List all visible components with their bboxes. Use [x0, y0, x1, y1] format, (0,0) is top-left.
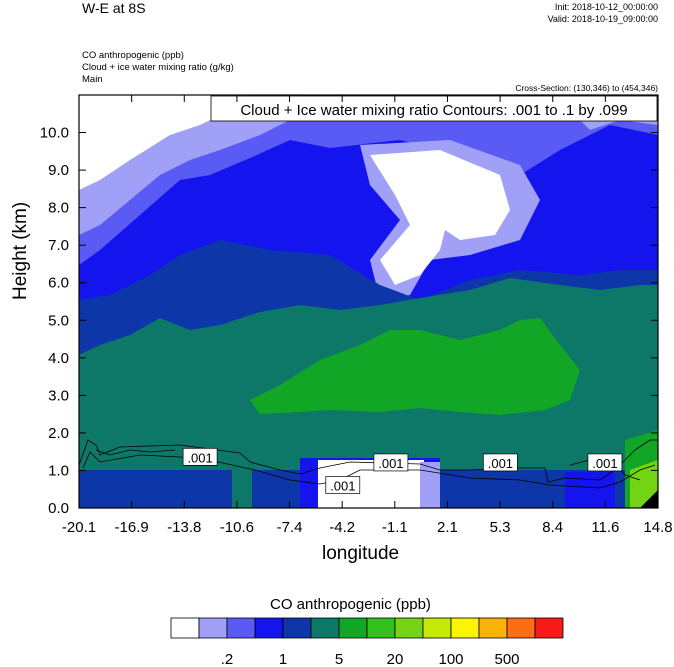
co-fill-mid-white: [370, 150, 510, 285]
contour-label-box: [373, 453, 409, 472]
x-tick-label: -4.2: [329, 519, 355, 536]
x-axis: -20.1 -16.9 -13.8 -10.6 -7.4 -4.2 -1.1 2.1 5.3 8.…: [62, 95, 673, 536]
y-tick-label: 9.0: [48, 162, 69, 179]
x-tick-label: -7.4: [277, 519, 303, 536]
y-tick-label: 1.0: [48, 462, 69, 479]
y-tick-label: 6.0: [48, 275, 69, 292]
co-fill-surface-light: [420, 462, 440, 508]
contour-label: .001: [488, 456, 513, 471]
x-axis-label: longitude: [322, 543, 400, 564]
contour-label: .001: [330, 478, 355, 493]
co-fill-surface-right: [565, 472, 615, 508]
colorbar-swatch: [282, 617, 312, 639]
co-field-contours: [79, 95, 658, 508]
y-tick-label: 2.0: [48, 425, 69, 442]
colorbar-swatch: [506, 617, 536, 639]
x-tick-label: -1.1: [382, 519, 408, 536]
colorbar-swatch: [366, 617, 396, 639]
x-tick-label: -16.9: [115, 519, 149, 536]
contour-label-box: [182, 447, 218, 466]
x-tick-label: 8.4: [542, 519, 563, 536]
co-fill-right-corner: [640, 490, 658, 508]
init-time: Init: 2018-10-12_00:00:00: [554, 2, 658, 12]
valid-time: Valid: 2018-10-19_09:00:00: [547, 14, 658, 24]
y-tick-label: 7.0: [48, 237, 69, 254]
colorbar-tick-label: 1: [279, 651, 287, 667]
contour-label: .001: [378, 456, 403, 471]
contour-label-box: [587, 453, 623, 472]
colorbar-swatch: [450, 617, 480, 639]
colorbar-swatch: [478, 617, 508, 639]
x-tick-label: 2.1: [437, 519, 458, 536]
contour-label: .001: [592, 456, 617, 471]
colorbar-swatch: [422, 617, 452, 639]
y-tick-label: 3.0: [48, 387, 69, 404]
plot-title: W-E at 8S: [82, 0, 146, 16]
colorbar: .2 1 5 20 100 500: [170, 617, 564, 667]
y-tick-label: 8.0: [48, 200, 69, 217]
plot-frame: [78, 94, 659, 509]
colorbar-tick-label: 5: [335, 651, 343, 667]
colorbar-swatch: [170, 617, 200, 639]
cloud-contour-2: [82, 451, 656, 489]
cross-section-info: Cross-Section: (130,346) to (454,346): [515, 83, 658, 93]
y-tick-label: 4.0: [48, 350, 69, 367]
x-tick-label: -13.8: [167, 519, 201, 536]
y-axis: 0.0 1.0 2.0 3.0 4.0 5.0 6.0 7.0 8.0 9.0 10.0: [40, 125, 658, 517]
colorbar-swatch: [310, 617, 340, 639]
cloud-contour-3: [95, 449, 176, 456]
contour-label: .001: [187, 450, 212, 465]
colorbar-tick-label: .2: [221, 651, 234, 667]
colorbar-tick-label: 500: [494, 651, 519, 667]
field-name-cloud: Cloud + ice water mixing ratio (g/kg): [82, 62, 234, 73]
contour-annotation: Cloud + Ice water mixing ratio Contours:…: [240, 102, 627, 119]
colorbar-tick-label: 100: [438, 651, 463, 667]
y-tick-label: 5.0: [48, 312, 69, 329]
y-axis-label: Height (km): [10, 201, 31, 300]
co-fill-surface-teal: [232, 470, 252, 508]
field-name-domain: Main: [82, 74, 103, 85]
x-tick-label: 14.8: [643, 519, 672, 536]
field-name-co: CO anthropogenic (ppb): [82, 50, 184, 61]
y-tick-label: 0.0: [48, 500, 69, 517]
contour-labels: .001 .001 .001 .001 .001: [182, 447, 623, 494]
co-fill-upper-left-3: [79, 95, 250, 190]
x-tick-label: -20.1: [62, 519, 96, 536]
colorbar-swatch: [338, 617, 368, 639]
contour-label-box: [325, 476, 361, 494]
colorbar-swatch: [254, 617, 284, 639]
colorbar-swatch: [198, 617, 228, 639]
x-tick-label: 11.6: [591, 519, 619, 536]
x-tick-label: 5.3: [490, 519, 511, 536]
contour-annotation-box: [210, 95, 658, 122]
x-tick-label: -10.6: [220, 519, 254, 536]
colorbar-swatch: [226, 617, 256, 639]
contour-label-box: [483, 453, 518, 472]
colorbar-tick-label: 20: [387, 651, 404, 667]
y-tick-label: 10.0: [40, 125, 69, 142]
colorbar-title: CO anthropogenic (ppb): [270, 596, 431, 613]
colorbar-swatch: [534, 617, 564, 639]
colorbar-swatch: [394, 617, 424, 639]
co-fill-green-core: [250, 318, 580, 415]
